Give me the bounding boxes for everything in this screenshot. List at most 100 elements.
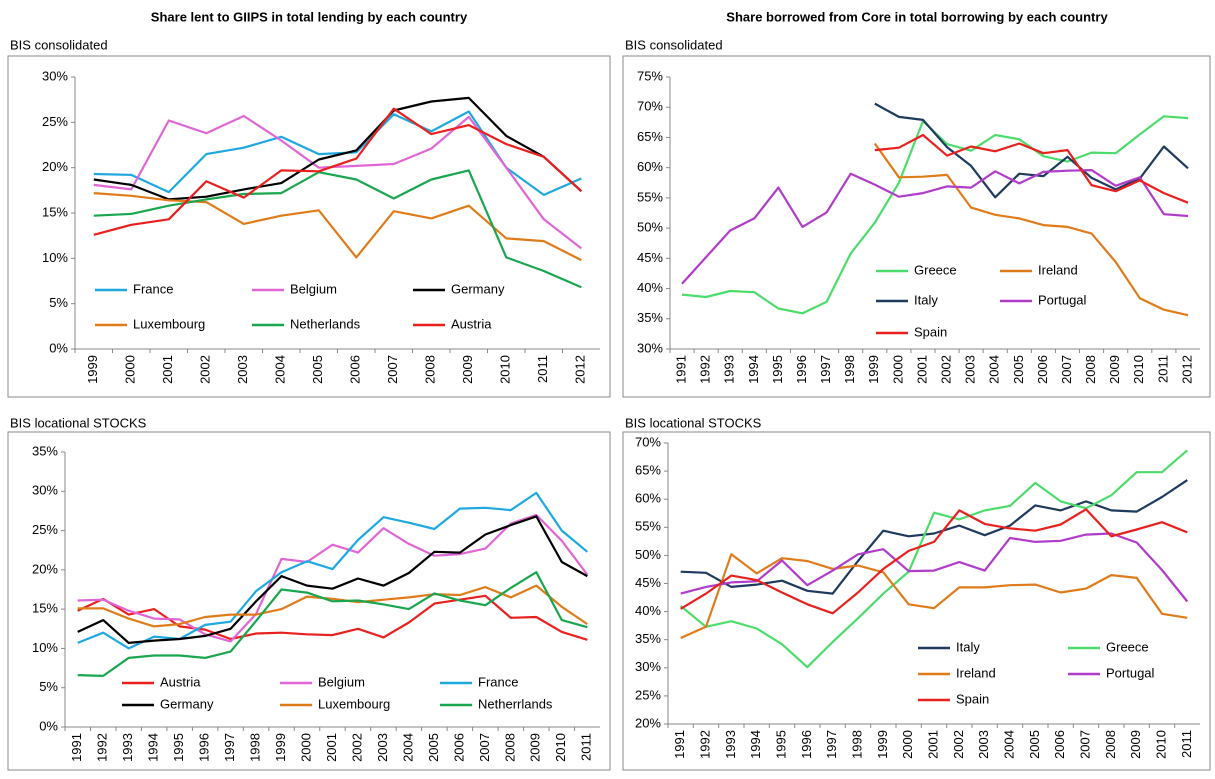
x-tick-label: 2000 [900, 730, 915, 759]
legend-label: Austria [451, 316, 492, 331]
x-tick-label: 2008 [1103, 730, 1118, 759]
panel-border [7, 431, 611, 771]
y-tick-label: 20% [42, 159, 68, 174]
x-tick-label: 2009 [1107, 355, 1122, 384]
y-tick-label: 65% [635, 463, 661, 478]
x-tick-label: 1992 [698, 355, 713, 384]
x-tick-label: 2007 [1077, 730, 1092, 759]
x-tick-label: 2003 [963, 355, 978, 384]
legend-label: Belgium [318, 674, 365, 689]
x-tick-label: 2007 [1059, 355, 1074, 384]
x-tick-label: 2011 [1155, 355, 1170, 383]
series-line [680, 553, 1188, 640]
series-line [77, 584, 588, 628]
panel-border [7, 55, 611, 398]
x-tick-label: 2002 [198, 355, 213, 384]
x-tick-label: 2008 [1083, 355, 1098, 384]
legend-label: Italy [956, 639, 980, 654]
x-tick-label: 1993 [120, 733, 135, 762]
series-line [680, 449, 1189, 669]
y-tick-label: 30% [42, 68, 68, 83]
x-tick-label: 2006 [1035, 355, 1050, 384]
x-tick-label: 1998 [248, 733, 263, 762]
x-tick-label: 2007 [477, 733, 492, 762]
y-tick-label: 75% [637, 68, 663, 83]
panel-border [622, 431, 1211, 771]
x-tick-label: 2004 [1001, 730, 1016, 759]
y-tick-label: 60% [635, 491, 661, 506]
legend-label: Austria [160, 674, 201, 689]
series-line [680, 508, 1188, 615]
y-tick-label: 30% [32, 483, 58, 498]
y-tick-label: 40% [637, 280, 663, 295]
x-tick-label: 1998 [849, 730, 864, 759]
x-tick-label: 2001 [324, 733, 339, 762]
panel-label: BIS locational STOCKS [10, 415, 147, 430]
legend-label: Italy [914, 292, 938, 307]
x-tick-label: 2000 [298, 733, 313, 762]
x-tick-label: 1996 [799, 730, 814, 759]
x-tick-label: 1997 [818, 355, 833, 384]
series-line [681, 169, 1189, 285]
y-tick-label: 60% [637, 159, 663, 174]
x-tick-label: 1997 [222, 733, 237, 762]
series-line [93, 192, 582, 262]
legend-label: Germany [451, 281, 505, 296]
x-tick-label: 2010 [1131, 355, 1146, 384]
x-tick-label: 1998 [842, 355, 857, 384]
series-line [93, 96, 583, 201]
y-tick-label: 0% [49, 340, 68, 355]
legend-label: France [133, 281, 173, 296]
x-tick-label: 2010 [498, 355, 513, 384]
panel-label: BIS consolidated [625, 37, 723, 52]
legend-label: Ireland [1038, 262, 1078, 277]
y-tick-label: 30% [635, 659, 661, 674]
y-tick-label: 70% [635, 434, 661, 449]
y-tick-label: 35% [637, 310, 663, 325]
y-tick-label: 55% [635, 519, 661, 534]
x-tick-label: 2009 [528, 733, 543, 762]
x-tick-label: 2011 [535, 355, 550, 383]
x-tick-label: 1993 [723, 730, 738, 759]
x-tick-label: 2009 [460, 355, 475, 384]
x-tick-label: 1991 [672, 730, 687, 759]
legend-label: Spain [956, 691, 989, 706]
y-tick-label: 20% [635, 715, 661, 730]
y-tick-label: 5% [49, 295, 68, 310]
x-tick-label: 2004 [273, 355, 288, 384]
legend-label: Ireland [956, 665, 996, 680]
x-tick-label: 2005 [1011, 355, 1026, 384]
y-tick-label: 25% [42, 114, 68, 129]
panel-label: BIS consolidated [10, 37, 108, 52]
y-tick-label: 15% [42, 204, 68, 219]
legend-label: Germany [160, 696, 214, 711]
x-tick-label: 1993 [722, 355, 737, 384]
y-tick-label: 25% [635, 687, 661, 702]
legend-label: Luxembourg [318, 696, 390, 711]
y-tick-label: 20% [32, 561, 58, 576]
series-line [77, 515, 588, 644]
x-tick-label: 2005 [1027, 730, 1042, 759]
x-tick-label: 2001 [914, 355, 929, 384]
x-tick-label: 2007 [385, 355, 400, 384]
y-tick-label: 55% [637, 189, 663, 204]
x-tick-label: 2000 [123, 355, 138, 384]
x-tick-label: 2005 [426, 733, 441, 762]
series-line [77, 491, 589, 650]
x-tick-label: 2011 [579, 733, 594, 761]
x-tick-label: 2008 [502, 733, 517, 762]
series-line [77, 513, 589, 643]
y-tick-label: 45% [635, 575, 661, 590]
series-line [93, 114, 582, 250]
x-tick-label: 1999 [85, 355, 100, 384]
panel-border [622, 55, 1211, 398]
series-line [93, 107, 583, 236]
x-tick-label: 1999 [273, 733, 288, 762]
x-tick-label: 2010 [1153, 730, 1168, 759]
y-tick-label: 10% [32, 640, 58, 655]
x-tick-label: 2008 [423, 355, 438, 384]
legend-label: Netherlands [290, 316, 361, 331]
series-line [680, 532, 1189, 603]
x-tick-label: 1995 [773, 730, 788, 759]
